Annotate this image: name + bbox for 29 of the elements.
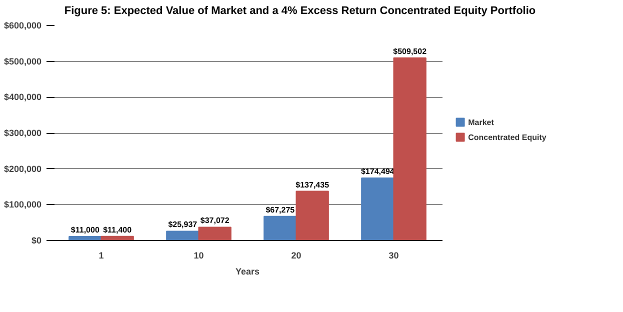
- bar: [296, 190, 329, 240]
- bar: [166, 230, 200, 240]
- y-tick-label: $600,000: [4, 20, 42, 30]
- y-tick-label: $300,000: [4, 128, 42, 138]
- x-tick-label: 1: [98, 250, 104, 260]
- y-tick-label: $100,000: [4, 199, 42, 210]
- bar: [393, 57, 426, 240]
- data-label: $25,937: [168, 220, 198, 229]
- bar: [264, 216, 297, 240]
- data-label: $509,502: [393, 46, 428, 56]
- legend-label: Concentrated Equity: [468, 132, 547, 142]
- data-label: $11,400: [103, 225, 132, 234]
- x-tick-label: 20: [291, 250, 302, 260]
- y-tick-label: $500,000: [4, 56, 42, 66]
- data-label: $174,494: [360, 166, 395, 176]
- y-tick-label: $0: [31, 235, 42, 246]
- x-tick-label: 30: [388, 250, 399, 260]
- data-label: $67,275: [266, 205, 296, 214]
- data-label: $37,072: [200, 216, 230, 225]
- legend-label: Market: [468, 117, 494, 126]
- x-axis-title: Years: [235, 266, 260, 276]
- data-label: $11,000: [70, 225, 100, 234]
- chart-title: Figure 5: Expected Value of Market and a 4% Excess Return Concentrated Equity Portfolio: [64, 4, 536, 19]
- y-tick-label: $400,000: [4, 92, 42, 102]
- y-tick-label: $200,000: [4, 164, 42, 174]
- x-tick-label: 10: [194, 250, 204, 260]
- data-label: $137,435: [296, 180, 330, 189]
- bar: [198, 226, 232, 240]
- bar: [361, 177, 394, 240]
